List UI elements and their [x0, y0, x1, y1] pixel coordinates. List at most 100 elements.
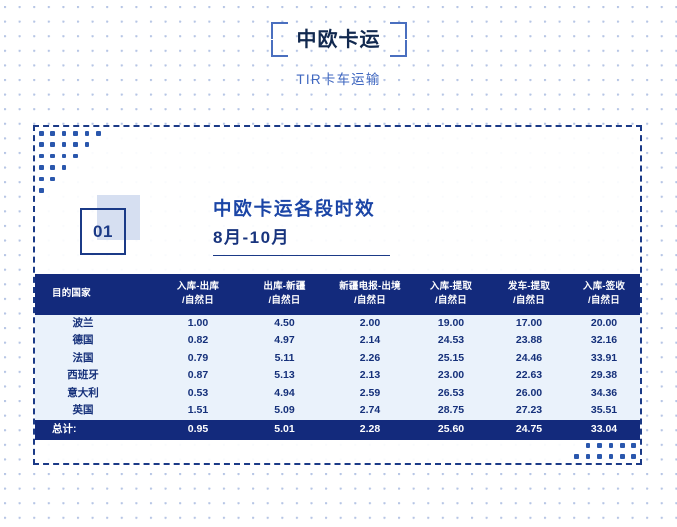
cell-value: 4.97 — [241, 332, 328, 350]
cell-value: 23.88 — [490, 332, 568, 350]
table-col-header: 出库-新疆/自然日 — [241, 274, 328, 315]
decorative-dot — [574, 454, 579, 459]
section-heading-block: 01 中欧卡运各段时效 8月-10月 — [80, 195, 620, 270]
logo-text: 中欧卡运 — [296, 29, 381, 51]
cell-value: 2.26 — [328, 349, 412, 368]
cell-total-label: 总计: — [35, 419, 155, 440]
table-col-header: 入库-签收/自然日 — [568, 274, 640, 315]
col-header-line1: 发车-提取 — [507, 281, 551, 292]
section-number-badge-shadow — [97, 195, 140, 240]
decorative-dot — [50, 153, 55, 159]
section-number-badge-box: 01 — [80, 208, 126, 255]
table-row: 西班牙 0.87 5.13 2.13 23.00 22.63 29.38 — [35, 367, 640, 385]
col-header-line2: /自然日 — [268, 294, 301, 306]
cell-value: 1.51 — [155, 402, 241, 420]
col-header-line2: /自然日 — [513, 294, 545, 306]
cell-value: 1.00 — [155, 314, 241, 333]
table-row: 波兰 1.00 4.50 2.00 19.00 17.00 20.00 — [35, 314, 640, 333]
cell-value: 24.53 — [412, 332, 490, 350]
cell-value: 2.00 — [328, 314, 412, 333]
decorative-dot — [608, 443, 614, 448]
decorative-dot — [61, 153, 67, 159]
heading-underline — [213, 254, 390, 257]
section-subtitle: 8月-10月 — [213, 228, 291, 248]
cell-value: 4.50 — [241, 314, 328, 333]
table-row: 德国 0.82 4.97 2.14 24.53 23.88 32.16 — [35, 332, 640, 350]
cell-country: 法国 — [35, 349, 155, 368]
cell-value: 0.82 — [155, 332, 241, 350]
decorative-dot — [84, 131, 90, 136]
decorative-dot — [597, 443, 602, 448]
cell-value: 24.46 — [490, 349, 568, 368]
cell-value: 5.09 — [241, 402, 328, 420]
table-header-row: 目的国家 入库-出库/自然日 出库-新疆/自然日 新疆电报-出境/自然日 入库-提取/自… — [35, 274, 640, 315]
cell-value: 26.00 — [490, 384, 568, 403]
cell-value: 35.51 — [568, 402, 640, 420]
cell-value: 5.13 — [241, 367, 328, 385]
cell-value: 25.15 — [412, 349, 490, 368]
cell-value: 0.95 — [155, 419, 241, 440]
decorative-dot — [39, 188, 44, 193]
table-col-header: 入库-提取/自然日 — [412, 274, 490, 315]
bracket-bottom-left-icon — [270, 40, 288, 57]
cell-value: 4.94 — [241, 384, 328, 403]
cell-country: 意大利 — [35, 384, 155, 403]
decorative-dot — [50, 142, 55, 147]
cell-value: 24.75 — [490, 419, 568, 440]
decorative-dot — [50, 176, 55, 182]
decorative-dot — [50, 131, 55, 136]
cell-value: 0.87 — [155, 367, 241, 385]
table-col-header: 发车-提取/自然日 — [490, 274, 568, 315]
decorative-dot — [73, 153, 78, 159]
cell-value: 26.53 — [412, 384, 490, 403]
cell-value: 28.75 — [412, 402, 490, 420]
table-col-header-country: 目的国家 — [35, 274, 155, 315]
decorative-dot — [631, 454, 636, 459]
decorative-dot — [597, 454, 602, 459]
col-header-line1: 新疆电报-出境 — [339, 281, 401, 292]
cell-value: 5.11 — [241, 349, 328, 368]
cell-value: 29.38 — [568, 367, 640, 385]
table-col-header: 入库-出库/自然日 — [155, 274, 241, 315]
bracket-bottom-right-icon — [389, 40, 407, 57]
section-number-label: 01 — [93, 221, 113, 241]
cell-value: 2.13 — [328, 367, 412, 385]
table-row: 英国 1.51 5.09 2.74 28.75 27.23 35.51 — [35, 402, 640, 420]
bracket-top-left-icon — [270, 22, 288, 39]
cell-value: 2.74 — [328, 402, 412, 420]
cell-value: 0.79 — [155, 349, 241, 368]
decorative-dot — [61, 142, 67, 147]
cell-country: 英国 — [35, 402, 155, 420]
cell-value: 2.28 — [328, 419, 412, 440]
content-frame: 01 中欧卡运各段时效 8月-10月 目的国家 入库-出库/自然日 出库-新疆/自然… — [33, 125, 642, 465]
decorative-dot — [73, 142, 78, 147]
col-header-line1: 入库-出库 — [176, 281, 220, 292]
cell-value: 23.00 — [412, 367, 490, 385]
table-col-header: 新疆电报-出境/自然日 — [328, 274, 412, 315]
cell-value: 33.04 — [568, 419, 640, 440]
timing-table: 目的国家 入库-出库/自然日 出库-新疆/自然日 新疆电报-出境/自然日 入库-提取/自… — [35, 274, 640, 440]
cell-value: 22.63 — [490, 367, 568, 385]
cell-value: 17.00 — [490, 314, 568, 333]
decorative-dot — [585, 443, 591, 448]
corner-dots-top-left — [39, 131, 119, 201]
col-header-line2: /自然日 — [435, 294, 467, 306]
col-header-line1: 入库-签收 — [582, 281, 626, 292]
decorative-dot — [39, 165, 44, 170]
decorative-dot — [96, 131, 101, 136]
decorative-dot — [39, 131, 44, 136]
cell-value: 27.23 — [490, 402, 568, 420]
masthead: 中欧卡运 TIR卡车运输 — [0, 22, 677, 87]
cell-country: 德国 — [35, 332, 155, 350]
col-header-line2: /自然日 — [588, 294, 620, 306]
cell-value: 5.01 — [241, 419, 328, 440]
cell-value: 2.59 — [328, 384, 412, 403]
col-header-line1: 入库-提取 — [429, 281, 473, 292]
cell-value: 25.60 — [412, 419, 490, 440]
table-body: 波兰 1.00 4.50 2.00 19.00 17.00 20.00 德国 0.82 4.97 2… — [35, 314, 640, 440]
cell-value: 19.00 — [412, 314, 490, 333]
heading-column: 中欧卡运各段时效 8月-10月 — [213, 198, 563, 257]
decorative-dot — [50, 165, 55, 170]
subtitle: TIR卡车运输 — [296, 72, 381, 87]
decorative-dot — [61, 165, 67, 170]
